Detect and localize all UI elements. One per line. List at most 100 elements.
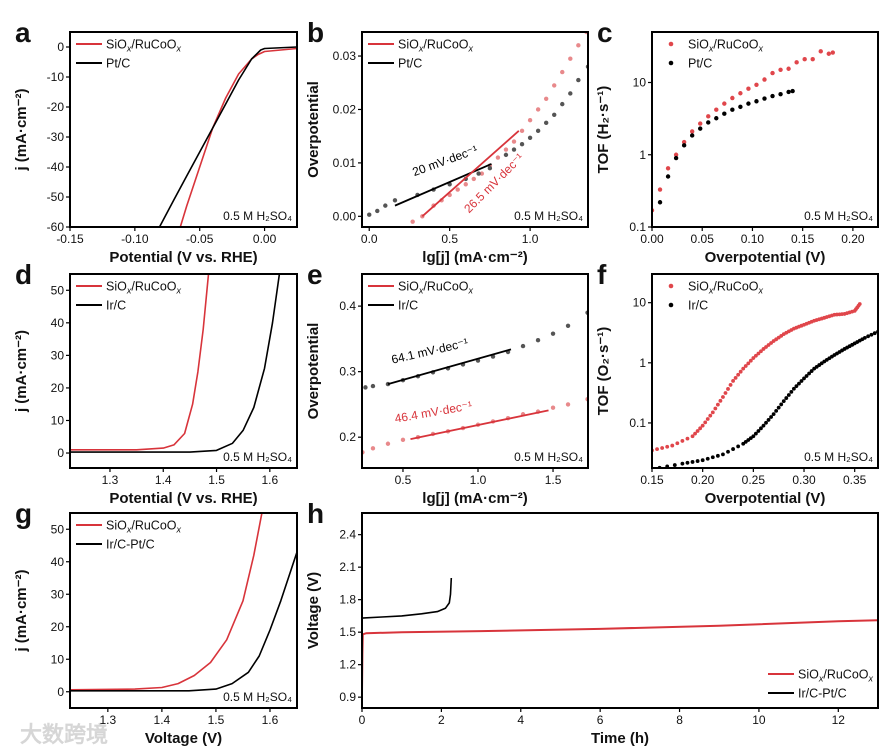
plot-area	[367, 32, 588, 224]
y-axis-title: Voltage (V)	[305, 572, 322, 649]
data-point	[476, 171, 481, 176]
legend-label-part: Ir/C	[398, 299, 418, 313]
electrolyte-label: 0.5 M H₂SO₄	[514, 209, 583, 223]
data-point	[759, 349, 763, 354]
y-tick-label: 30	[51, 348, 65, 362]
data-point	[681, 139, 687, 145]
legend-label-part: Ir/C-Pt/C	[106, 538, 155, 552]
x-axis-title: Overpotential (V)	[705, 249, 826, 266]
data-point	[790, 88, 795, 94]
legend-label-part: x	[126, 286, 132, 296]
electrolyte-label: 0.5 M H₂SO₄	[804, 209, 873, 223]
y-tick-label: -20	[47, 100, 65, 114]
data-point	[700, 423, 705, 428]
plot-frame	[361, 273, 589, 469]
data-point	[738, 369, 743, 374]
data-point	[797, 381, 801, 386]
legend-label-part: x	[708, 44, 714, 54]
data-point	[576, 43, 581, 48]
data-point	[736, 444, 741, 449]
data-point	[685, 460, 690, 465]
data-point	[560, 101, 565, 107]
x-tick-label: 1.0	[522, 232, 539, 246]
x-tick-label: 8	[676, 713, 683, 727]
legend-label-part: SiO	[398, 280, 419, 294]
y-tick-label: 0.01	[333, 156, 357, 170]
legend-swatch-dot	[668, 302, 674, 308]
y-tick-label: 50	[51, 522, 65, 536]
data-point	[665, 166, 671, 171]
data-point	[511, 139, 517, 144]
plot-frame	[651, 273, 879, 469]
data-point	[455, 187, 460, 192]
panel-label: e	[307, 259, 323, 290]
data-point	[730, 107, 735, 112]
data-point	[746, 86, 751, 91]
data-point	[807, 371, 811, 376]
y-tick-label: 2.4	[339, 528, 356, 542]
watermark: 大数跨境	[20, 722, 108, 747]
panel-e: 0.5 1.0 1.5 0.2 0.3 0.4 64.1 mV·dec⁻¹ 46.4 mV·d…	[305, 259, 589, 507]
legend-label-part: x	[176, 286, 182, 296]
tafel-slope-annotation: 46.4 mV·dec⁻¹	[394, 398, 474, 425]
x-tick-label: 1.3	[102, 473, 119, 487]
data-point	[706, 120, 711, 125]
electrolyte-label: 0.5 M H₂SO₄	[223, 690, 292, 704]
data-point	[731, 447, 735, 451]
y-tick-label: 50	[51, 283, 65, 297]
data-point	[786, 66, 791, 71]
data-point	[370, 446, 376, 451]
series-line-SiOx-RuCoOx	[70, 274, 210, 451]
data-point	[565, 323, 571, 328]
y-tick-label: 1	[639, 356, 646, 370]
x-axis-title: Voltage (V)	[145, 730, 222, 747]
legend-label-part: x	[818, 674, 824, 684]
data-point	[527, 135, 533, 140]
panel-label: c	[597, 17, 613, 48]
data-point	[370, 383, 376, 389]
legend-label-part: Pt/C	[688, 57, 712, 71]
data-point	[543, 120, 549, 126]
y-tick-label: 10	[51, 413, 65, 427]
plot-frame	[651, 31, 879, 228]
x-tick-label: 0.20	[691, 473, 715, 487]
data-point	[770, 70, 775, 76]
data-point	[743, 364, 748, 368]
legend-label-part: x	[868, 674, 874, 684]
data-point	[519, 128, 525, 134]
data-point	[543, 96, 549, 101]
data-point	[715, 453, 720, 458]
plot-area	[362, 310, 588, 455]
legend-label-part: x	[708, 286, 714, 296]
data-point	[794, 60, 799, 65]
legend-label-part: x	[418, 286, 424, 296]
legend-label-part: Pt/C	[106, 57, 130, 71]
plot-area	[70, 513, 297, 692]
data-point	[736, 372, 741, 377]
panel-c: 0.00 0.05 0.10 0.15 0.200.1110SiOx/RuCoOxPt/…	[595, 17, 879, 266]
electrolyte-label: 0.5 M H₂SO₄	[223, 209, 292, 223]
y-tick-label: 1.8	[339, 593, 356, 607]
y-tick-label: 0.3	[339, 365, 356, 379]
legend-label: SiOx/RuCoOx	[398, 280, 474, 296]
data-point	[670, 443, 675, 448]
y-tick-label: 0	[57, 685, 64, 699]
data-point	[568, 56, 573, 61]
data-point	[672, 463, 677, 467]
legend-label-part: /RuCoO	[131, 38, 176, 52]
y-tick-label: -30	[47, 130, 65, 144]
legend-label: Pt/C	[688, 57, 712, 71]
legend-label-part: x	[468, 286, 474, 296]
legend-label-part: Ir/C-Pt/C	[798, 687, 847, 701]
y-axis-title: TOF (O₂·s⁻¹)	[595, 327, 612, 415]
x-axis-title: Time (h)	[591, 730, 649, 747]
data-point	[748, 358, 753, 363]
data-point	[695, 459, 700, 463]
x-tick-label: 1.4	[155, 473, 172, 487]
plot-area	[652, 302, 878, 468]
data-point	[392, 198, 398, 203]
plot-frame	[361, 31, 589, 228]
legend-label-part: x	[418, 44, 424, 54]
x-tick-label: -0.15	[56, 232, 84, 246]
